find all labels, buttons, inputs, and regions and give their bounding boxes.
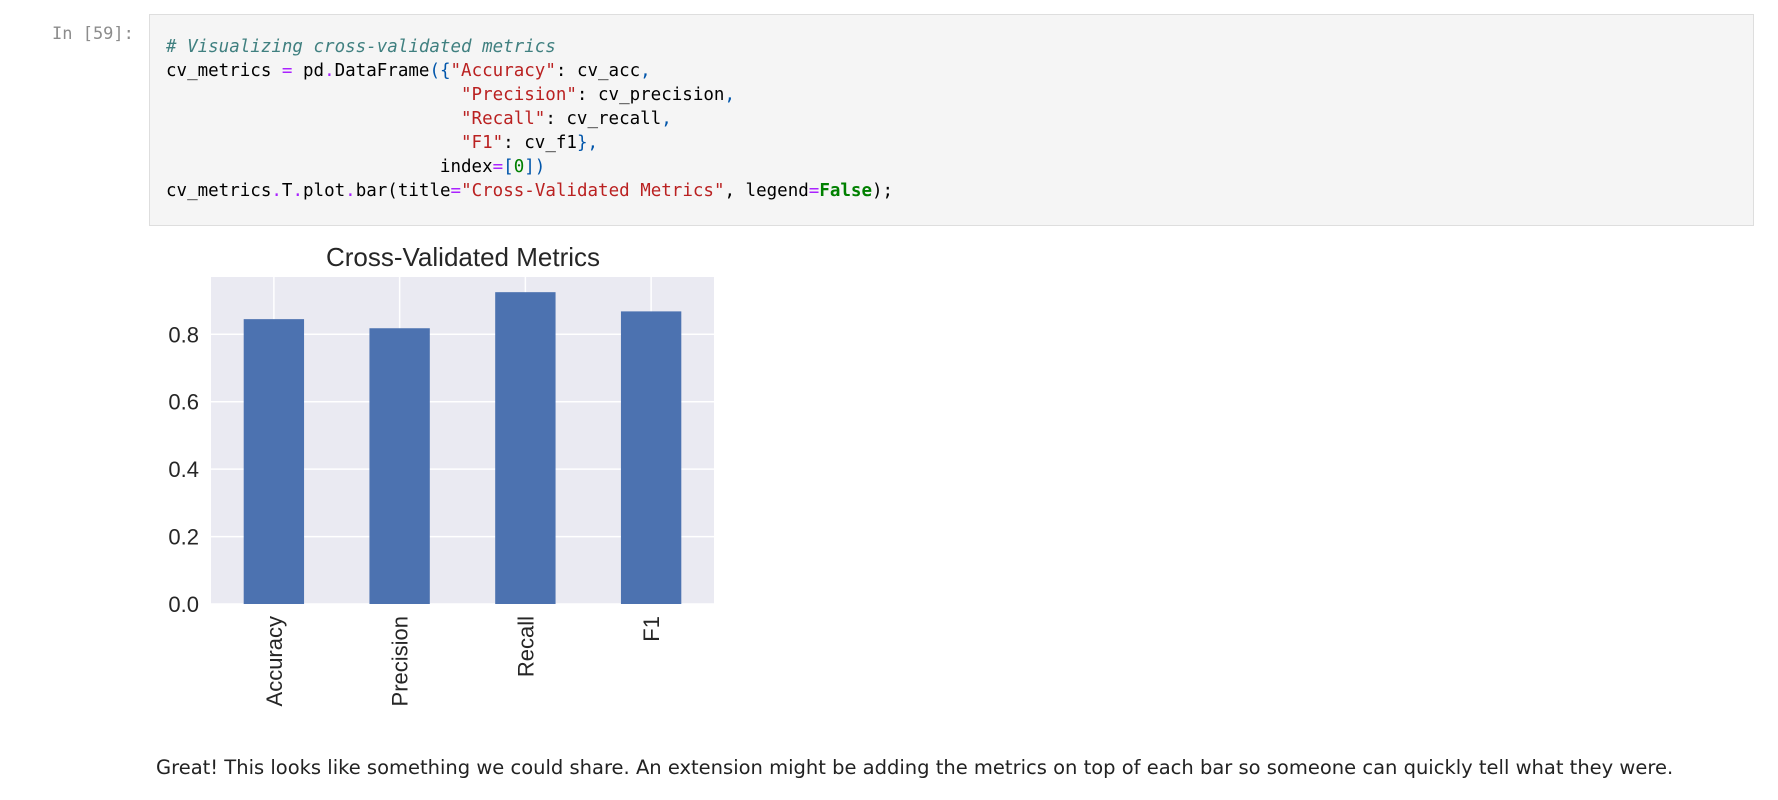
- x-tick-label: F1: [639, 616, 664, 642]
- markdown-text: Great! This looks like something we coul…: [156, 756, 1674, 779]
- chart-title: Cross-Validated Metrics: [326, 242, 600, 272]
- bar-chart: Cross-Validated Metrics 0.00.20.40.60.8 …: [168, 242, 714, 706]
- code-token: pd: [292, 61, 325, 81]
- code-editor[interactable]: # Visualizing cross-validated metrics cv_…: [166, 35, 893, 203]
- code-token: : cv_f1: [503, 133, 577, 153]
- bar-recall: [495, 292, 556, 604]
- code-token: .: [292, 181, 303, 201]
- code-token: [166, 133, 461, 153]
- code-line: # Visualizing cross-validated metrics: [166, 35, 893, 59]
- code-token: "Cross-Validated Metrics": [461, 181, 725, 201]
- code-token: [: [503, 157, 514, 177]
- code-token: =: [492, 157, 504, 177]
- code-line: "Precision": cv_precision,: [166, 83, 893, 107]
- y-tick-label: 0.4: [168, 457, 199, 482]
- code-token: =: [808, 181, 820, 201]
- cell-prompt: In [59]:: [52, 24, 134, 44]
- bar-accuracy: [243, 319, 305, 604]
- code-token: index: [166, 157, 493, 177]
- code-token: .: [271, 181, 282, 201]
- code-token: bar(title: [355, 181, 451, 201]
- code-token: False: [819, 181, 873, 201]
- y-tick-label: 0.0: [168, 592, 199, 617]
- code-token: ]): [524, 157, 546, 177]
- code-token: , legend: [724, 181, 809, 201]
- code-token: [166, 85, 461, 105]
- code-line: cv_metrics = pd.DataFrame({"Accuracy": c…: [166, 59, 893, 83]
- code-token: ({: [429, 61, 451, 81]
- code-line: index=[0]): [166, 155, 893, 179]
- y-tick-label: 0.8: [168, 322, 199, 347]
- bar-precision: [369, 328, 430, 604]
- code-token: 0: [513, 157, 525, 177]
- bars: [243, 292, 682, 604]
- code-token: : cv_recall: [545, 109, 662, 129]
- code-token: "F1": [461, 133, 504, 153]
- bar-f1: [620, 311, 682, 604]
- code-token: # Visualizing cross-validated metrics: [166, 37, 556, 57]
- code-line: "Recall": cv_recall,: [166, 107, 893, 131]
- x-axis-ticks: Accuracy Precision Recall F1: [262, 616, 664, 706]
- code-token: .: [324, 61, 335, 81]
- code-token: [166, 109, 461, 129]
- code-token: =: [281, 61, 293, 81]
- code-token: cv_metrics: [166, 61, 282, 81]
- code-token: : cv_acc: [555, 61, 641, 81]
- code-token: );: [872, 181, 894, 201]
- code-token: },: [576, 133, 599, 153]
- code-cell[interactable]: # Visualizing cross-validated metrics cv_…: [149, 14, 1754, 226]
- x-tick-label: Recall: [513, 616, 538, 677]
- code-token: .: [345, 181, 356, 201]
- code-line: "F1": cv_f1},: [166, 131, 893, 155]
- y-axis-ticks: 0.0 0.2 0.4 0.6 0.8: [168, 322, 199, 617]
- code-token: cv_metrics: [166, 181, 272, 201]
- code-token: T: [281, 181, 293, 201]
- code-line: cv_metrics.T.plot.bar(title="Cross-Valid…: [166, 179, 893, 203]
- y-tick-label: 0.6: [168, 390, 199, 415]
- code-token: "Accuracy": [450, 61, 556, 81]
- code-token: =: [450, 181, 462, 201]
- code-token: ,: [724, 85, 735, 105]
- y-tick-label: 0.2: [168, 525, 199, 550]
- code-token: "Precision": [461, 85, 577, 105]
- x-tick-label: Accuracy: [262, 616, 287, 706]
- code-token: "Recall": [461, 109, 546, 129]
- x-tick-label: Precision: [388, 616, 413, 706]
- code-token: ,: [640, 61, 651, 81]
- code-token: : cv_precision: [576, 85, 725, 105]
- code-token: DataFrame: [334, 61, 430, 81]
- code-token: plot: [303, 181, 346, 201]
- code-token: ,: [661, 109, 672, 129]
